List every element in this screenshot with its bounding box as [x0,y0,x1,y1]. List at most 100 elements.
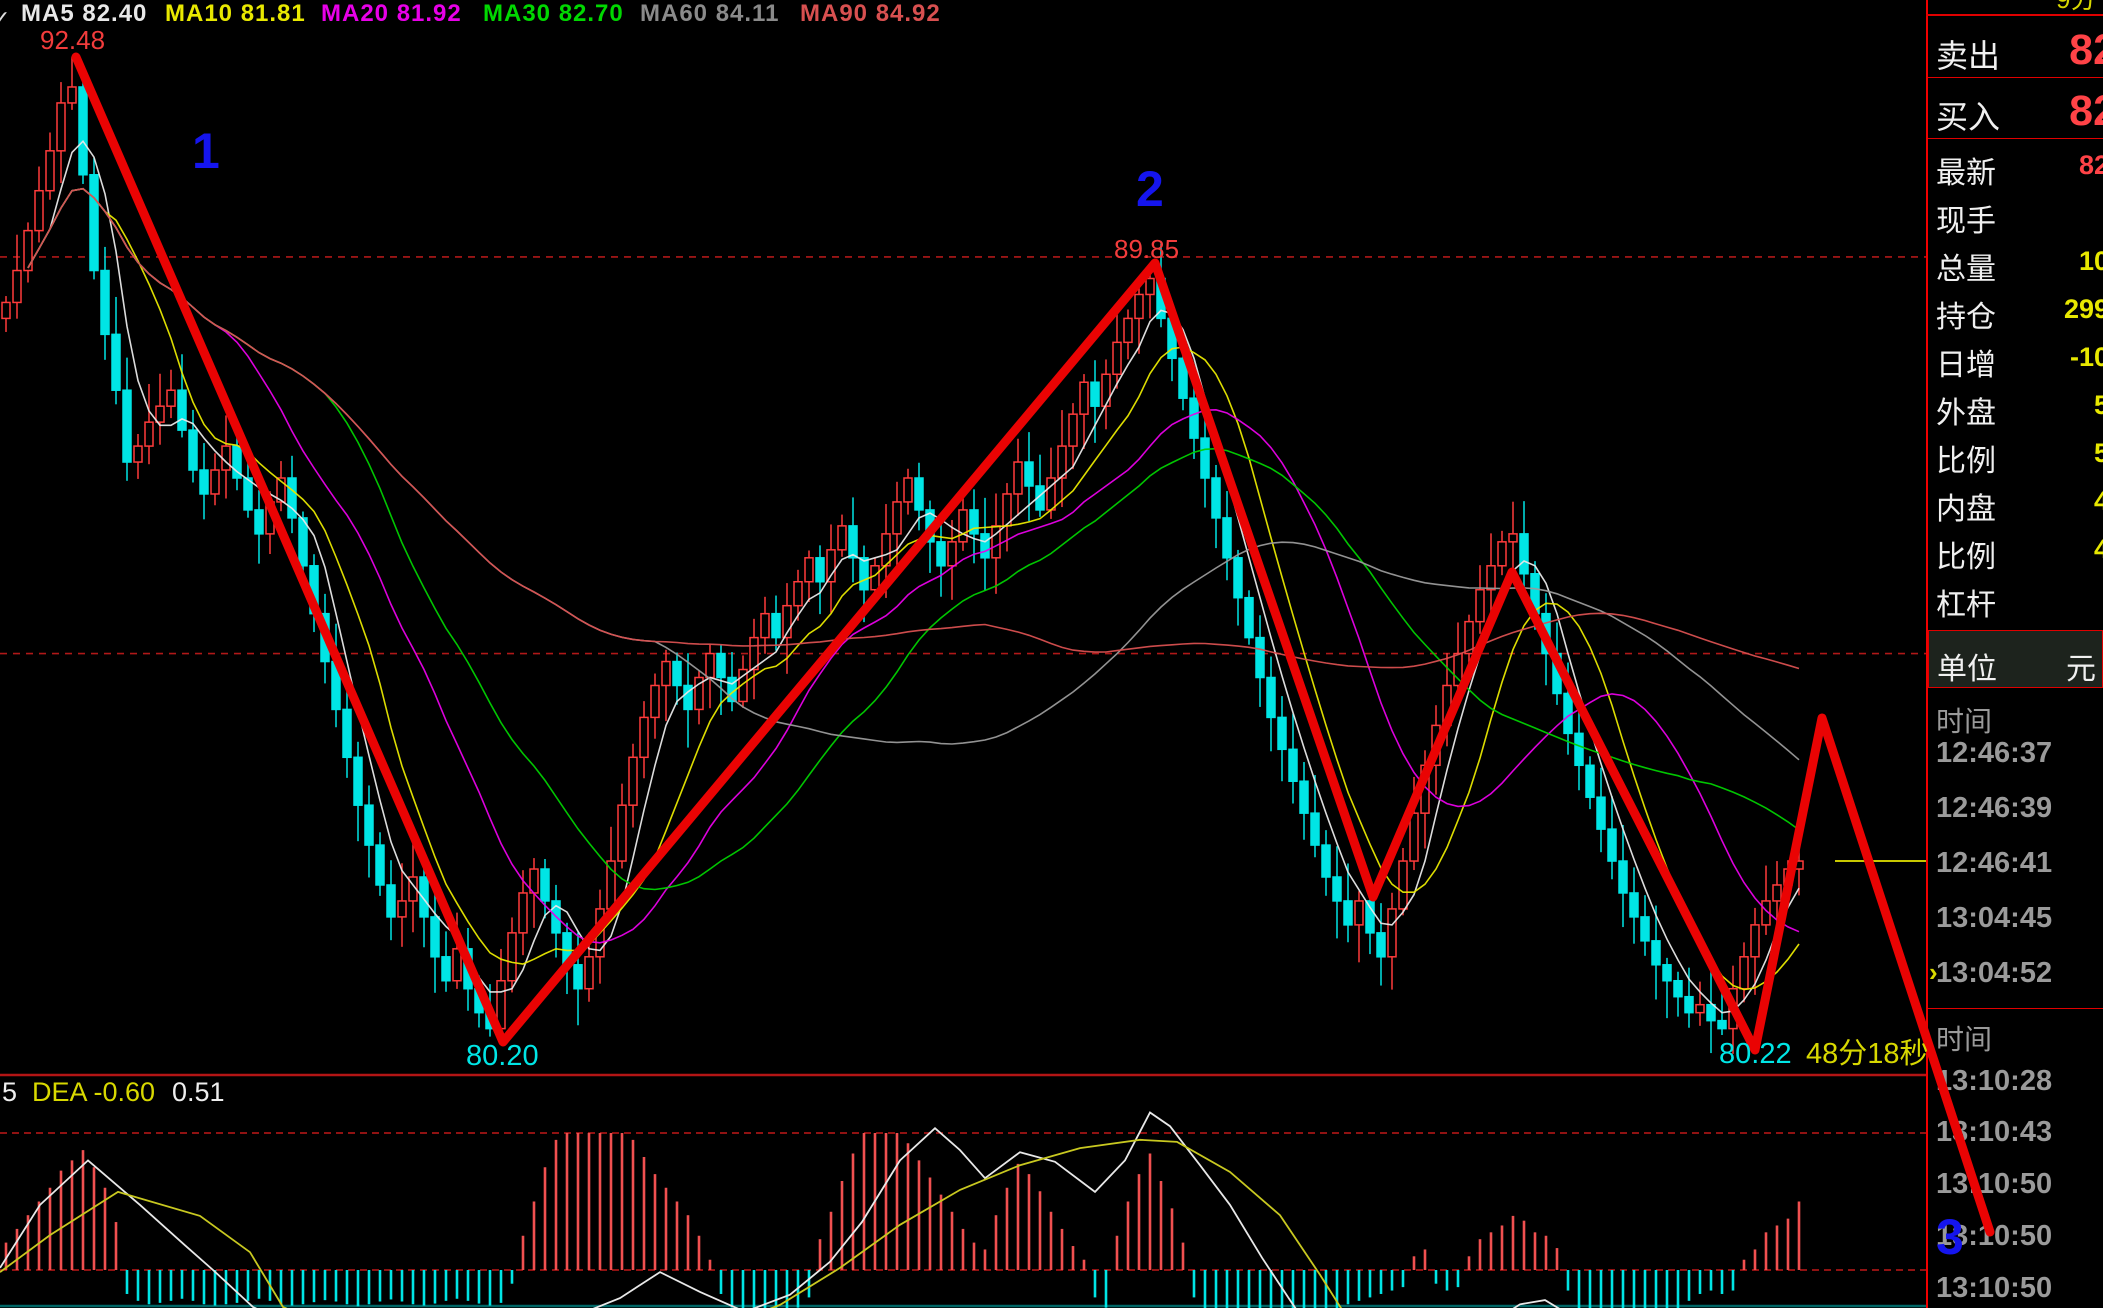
candle-body [936,541,946,567]
candle-body [1211,477,1221,519]
candle-body [199,469,209,495]
ma-line-30 [27,187,1800,891]
candle-body [1299,780,1309,814]
candle-body [419,876,429,918]
candle-body [551,900,561,934]
candle-body [331,660,341,711]
bar-countdown-label: 48分18秒 [1806,1038,1929,1070]
low2-price-label: 80.22 [1719,1038,1792,1070]
candle-body [562,932,572,966]
candle-body [771,612,781,639]
candle-body [1442,684,1452,727]
tick-time: 13:10:50 [1936,1168,2053,1200]
candle-body [463,948,473,990]
candle-body [1585,764,1595,798]
candle-body [386,884,396,918]
candle-body [1266,676,1276,719]
tick-time: 12:46:37 [1936,737,2053,769]
candle-body [892,501,902,535]
stat-label: 总量 [1936,253,1996,286]
quote-row-buy[interactable]: 买入 82 [1928,78,2103,137]
candle-body [309,565,319,615]
candle-body [1717,1019,1727,1030]
candle-body [650,684,660,719]
ma30-legend: MA30 82.70 [483,0,624,27]
candle-body [738,668,748,703]
candle-body [1046,477,1056,511]
candle-body [1662,964,1672,982]
stat-row: 比例 5 [1928,428,2103,478]
candle-body [45,150,55,192]
candle-body [639,716,649,759]
candle-body [1079,381,1089,415]
candle-body [1288,748,1298,782]
candle-body [1343,900,1353,926]
candle-body [243,477,253,511]
stat-value: 82 [2078,150,2103,180]
wave-label-3: 3 [1936,1209,1964,1265]
unit-value: 元 [2066,653,2096,686]
stat-value: 5 [2094,390,2103,421]
candle-body [782,604,792,639]
candle-body [1035,485,1045,511]
trend-zigzag-line [71,52,1995,1237]
candle-body [254,509,264,535]
quote-sidebar: 卖出 82 买入 82 最新 82 现手 总量 10 持仓 299 日增 -10… [1926,0,2103,1308]
ma-line-90 [27,187,1800,670]
candle-body [661,660,671,687]
current-row-marker: › [1929,957,1938,987]
candle-body [1409,812,1419,862]
quote-value: 82 [2069,25,2103,74]
candle-body [529,868,539,894]
candle-body [1365,900,1375,934]
candle-body [1002,493,1012,527]
candle-body [166,389,176,407]
tick-time: 13:10:43 [1936,1116,2053,1148]
candle-body [1794,860,1804,870]
candle-body [1123,317,1133,344]
candle-body [573,964,583,990]
candle-body [1024,461,1034,487]
dea-line [0,1138,1343,1308]
stat-value: 5 [2094,438,2103,469]
candle-body [100,269,110,336]
candle-body [122,389,132,463]
candle-body [1,301,11,320]
candle-body [364,804,374,846]
stat-row: 最新 82 [1928,140,2103,190]
candle-body [474,987,484,1014]
candle-body [793,580,803,607]
candle-body [1772,884,1782,902]
quote-row-sell[interactable]: 卖出 82 [1928,16,2103,77]
candle-body [1057,445,1067,479]
candle-body [1541,612,1551,655]
candle-body [1783,868,1793,886]
stat-row: 比例 4 [1928,524,2103,574]
candle-body [870,565,880,591]
candle-body [232,445,242,479]
candle-body [1101,373,1111,407]
candle-body [540,868,550,902]
candle-body [177,389,187,431]
candle-body [452,948,462,982]
candle-body [155,405,165,423]
candle-body [56,102,66,152]
indicator-name-partial: 5 [2,1077,18,1107]
candle-body [1607,828,1617,862]
stat-label: 最新 [1936,157,1996,190]
candle-body [672,660,682,687]
candle-body [1453,652,1463,687]
candle-body [859,557,869,591]
candle-body [727,676,737,703]
quote-label: 买入 [1936,98,2001,135]
ma60-legend: MA60 84.11 [640,0,780,27]
candle-body [980,533,990,559]
candle-body [1508,533,1518,543]
candle-body [925,509,935,543]
candle-body [804,557,814,583]
candle-body [1310,812,1320,846]
candle-body [1233,557,1243,599]
candle-body [1376,932,1386,958]
